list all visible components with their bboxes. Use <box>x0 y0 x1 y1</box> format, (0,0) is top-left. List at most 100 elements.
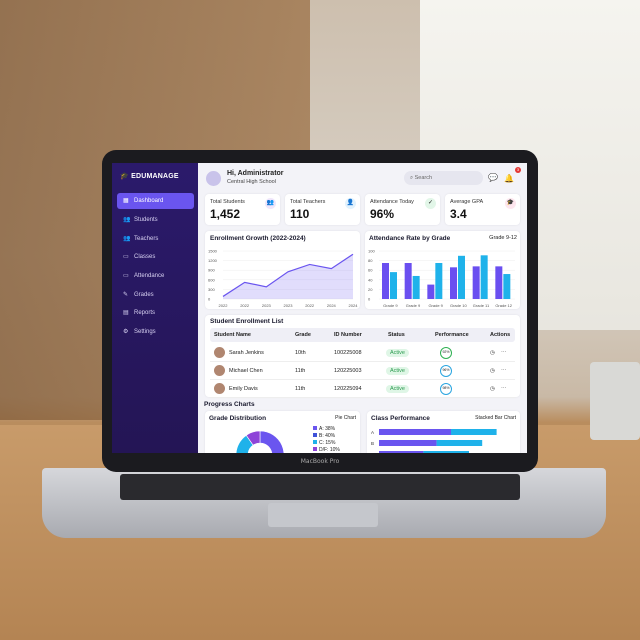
legend-swatch <box>313 426 317 430</box>
legend-item: C: 15% <box>313 440 340 446</box>
x-tick-label: 2024 <box>349 303 359 308</box>
view-icon[interactable]: ◷ <box>490 350 495 356</box>
bar <box>404 263 412 299</box>
legend-label: D/F: 10% <box>319 447 340 453</box>
sidebar-item-settings[interactable]: ⚙ Settings <box>117 324 194 340</box>
table-title: Student Enrollment List <box>210 318 284 325</box>
keyboard <box>120 474 520 500</box>
x-tick-label: Grade 12 <box>495 303 512 308</box>
stat-label: Total Students <box>210 199 245 205</box>
avatar[interactable] <box>206 171 221 186</box>
student-grade: 11th <box>295 368 306 374</box>
x-tick-label: 2024 <box>327 303 337 308</box>
sidebar-item-label: Grades <box>134 292 154 298</box>
x-tick-label: 2023 <box>284 303 294 308</box>
search-input[interactable]: ⌕ Search <box>404 171 483 185</box>
sidebar-item-attendance[interactable]: ▭ Attendance <box>117 268 194 284</box>
category-label: A <box>371 430 374 435</box>
legend-item: A: 38% <box>313 426 340 432</box>
y-tick-label: 40 <box>368 277 373 282</box>
more-icon[interactable]: ⋯ <box>501 368 507 374</box>
column-header[interactable]: ID Number <box>334 332 362 338</box>
sidebar-item-label: Teachers <box>134 236 159 242</box>
area-fill <box>223 254 353 299</box>
x-tick-label: Grade 11 <box>473 303 490 308</box>
student-id: 120225003 <box>334 368 362 374</box>
sidebar-item-dashboard[interactable]: ▦ Dashboard <box>117 193 194 209</box>
student-avatar <box>214 383 225 394</box>
table-row[interactable]: Emily Davis 11th 120225094 Active 98% ◷ ⋯ <box>210 380 515 398</box>
clipboard-icon: ✎ <box>123 292 129 298</box>
progress-charts-title: Progress Charts <box>204 401 255 408</box>
enrollment-line-chart: 0 300 600 900 1200 1500 2022 2022 2023 2023 2022 20… <box>208 249 359 309</box>
performance-ring: 98% <box>440 383 452 395</box>
sidebar-item-reports[interactable]: ▤ Reports <box>117 305 194 321</box>
notification-badge: 3 <box>515 167 521 173</box>
stat-label: Attendance Today <box>370 199 414 205</box>
y-tick-label: 300 <box>208 287 215 292</box>
sidebar-item-label: Attendance <box>134 273 165 279</box>
legend-item: B: 40% <box>313 433 340 439</box>
table-row[interactable]: Michael Chen 11th 120225003 Active 96% ◷ ⋯ <box>210 362 515 380</box>
legend-label: B: 40% <box>319 433 336 439</box>
student-name[interactable]: Michael Chen <box>229 368 263 374</box>
attendance-chart-subtitle[interactable]: Grade 9-12 <box>489 235 517 241</box>
graduation-cap-icon: 🎓 <box>505 198 516 209</box>
sidebar-item-students[interactable]: 👥 Students <box>117 212 194 228</box>
sidebar-item-label: Settings <box>134 329 156 335</box>
document-icon: ▤ <box>123 310 129 316</box>
sidebar: 🎓 EDUMANAGE ▦ Dashboard 👥 Students 👥 Teachers… <box>112 163 198 453</box>
grid-icon: ▦ <box>123 198 129 204</box>
stat-card[interactable]: Total Teachers 110 👤 <box>285 194 360 225</box>
attendance-rate-card: Attendance Rate by Grade Grade 9-12 0 20 4… <box>365 231 520 309</box>
status-badge: Active <box>386 349 409 357</box>
class-performance-card: Class Performance Stacked Bar Chart A B C <box>367 411 520 453</box>
student-avatar <box>214 365 225 376</box>
chat-icon[interactable]: 💬 <box>488 173 498 182</box>
bell-icon[interactable]: 🔔 <box>504 174 514 183</box>
student-name[interactable]: Sarah Jenkins <box>229 350 264 356</box>
column-header[interactable]: Student Name <box>214 332 251 338</box>
x-tick-label: Grade 10 <box>450 303 467 308</box>
stat-card[interactable]: Total Students 1,452 👥 <box>205 194 280 225</box>
student-avatar <box>214 347 225 358</box>
stat-card[interactable]: Average GPA 3.4 🎓 <box>445 194 520 225</box>
sidebar-item-grades[interactable]: ✎ Grades <box>117 287 194 303</box>
y-tick-label: 20 <box>368 287 373 292</box>
stacked-subtitle: Stacked Bar Chart <box>475 415 516 421</box>
enrollment-chart-title: Enrollment Growth (2022-2024) <box>210 235 306 242</box>
column-header[interactable]: Grade <box>295 332 311 338</box>
column-header[interactable]: Performance <box>435 332 469 338</box>
status-badge: Active <box>386 385 409 393</box>
bar <box>458 255 465 299</box>
stat-value: 1,452 <box>210 207 241 221</box>
stat-card[interactable]: Attendance Today 96% ✓ <box>365 194 440 225</box>
legend-item: D/F: 10% <box>313 447 340 453</box>
pie-slice <box>259 430 285 453</box>
legend-swatch <box>313 440 317 444</box>
stacked-segment <box>423 451 469 453</box>
y-tick-label: 100 <box>368 249 375 254</box>
sidebar-item-classes[interactable]: ▭ Classes <box>117 249 194 265</box>
attendance-chart-title: Attendance Rate by Grade <box>369 235 451 242</box>
sidebar-item-label: Dashboard <box>134 198 164 204</box>
users-icon: 👥 <box>123 217 131 223</box>
view-icon[interactable]: ◷ <box>490 368 495 374</box>
attendance-bar-chart: 0 20 40 60 80 100 Grade 9 Grade 9 Grade 9 Grade 1… <box>368 249 515 308</box>
table-row[interactable]: Sarah Jenkins 10th 100225008 Active 92% ◷ ⋯ <box>210 344 515 362</box>
student-name[interactable]: Emily Davis <box>229 386 258 392</box>
category-label: B <box>371 441 374 446</box>
more-icon[interactable]: ⋯ <box>501 350 507 356</box>
category-label: C <box>371 452 375 453</box>
column-header[interactable]: Actions <box>490 332 511 338</box>
stat-label: Total Teachers <box>290 199 326 205</box>
column-header[interactable]: Status <box>388 332 405 338</box>
user-icon: 👤 <box>345 198 356 209</box>
more-icon[interactable]: ⋯ <box>501 386 507 392</box>
view-icon[interactable]: ◷ <box>490 386 495 392</box>
y-tick-label: 0 <box>368 297 371 302</box>
x-tick-label: Grade 9 <box>383 303 398 308</box>
sidebar-item-teachers[interactable]: 👥 Teachers <box>117 231 194 247</box>
student-id: 100225008 <box>334 350 362 356</box>
school-name: Central High School <box>227 179 276 185</box>
